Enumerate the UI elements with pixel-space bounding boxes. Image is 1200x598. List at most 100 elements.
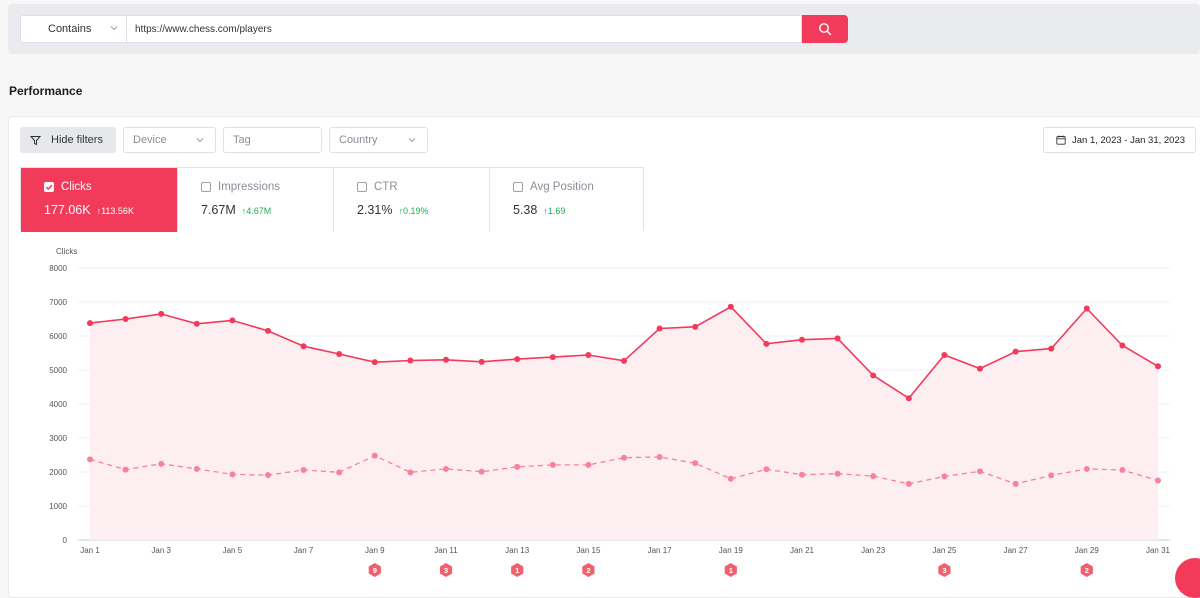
data-point [870,473,877,480]
data-point [300,343,307,350]
annotation-marker [439,563,453,577]
data-point [1155,477,1161,484]
chevron-down-icon [110,26,118,31]
x-tick-label: Jan 17 [648,546,673,555]
metric-delta: ↑1.69 [543,206,566,216]
data-point [763,466,770,473]
data-point [692,460,699,467]
x-tick-label: Jan 29 [1075,546,1100,555]
data-point [407,357,414,364]
data-point [905,395,912,402]
match-type-label: Contains [48,23,92,35]
x-tick-label: Jan 25 [932,546,957,555]
data-point [834,470,841,477]
tag-input[interactable]: Tag [223,127,322,153]
hide-filters-button[interactable]: Hide filters [20,127,116,153]
annotation-label: 3 [444,566,448,575]
metric-value: 2.31% [357,203,393,217]
annotation-label: 1 [515,566,519,575]
data-point [122,316,129,322]
match-type-select[interactable]: Contains [20,15,126,43]
data-point [407,469,414,476]
data-point [478,358,485,365]
annotation-label: 2 [1085,566,1089,575]
series-area [90,306,1158,540]
chevron-down-icon [408,138,416,143]
metric-card-ctr[interactable]: CTR 2.31% ↑0.19% [333,168,489,232]
annotation-marker [938,563,951,577]
x-tick-label: Jan 11 [434,546,458,555]
data-point [834,335,841,342]
data-point [1048,345,1055,352]
data-point [727,475,734,482]
clicks-line-chart: 0 1000 2000 3000 4000 5000 6000 7000 8000 Jan 1 J… [49,247,1171,577]
url-input[interactable] [126,15,802,43]
data-point [1155,363,1161,370]
checkbox-checked-icon[interactable] [44,182,54,192]
metric-label: Clicks [61,181,92,193]
metric-card-impressions[interactable]: Impressions 7.67M ↑4.67M [177,168,333,232]
tag-placeholder: Tag [233,134,251,146]
data-point [514,463,521,470]
checkbox-icon[interactable] [513,182,523,192]
data-point [193,465,200,472]
x-tick-label: Jan 31 [1146,546,1171,555]
data-point [549,461,556,468]
country-select[interactable]: Country [329,127,428,153]
data-point [265,327,271,334]
device-select[interactable]: Device [123,127,216,153]
data-point [585,352,592,359]
metric-label: Avg Position [530,181,594,193]
annotation-label: 3 [942,566,946,575]
hide-filters-label: Hide filters [51,134,103,146]
data-point [941,473,948,480]
annotation-label: 9 [373,566,377,575]
data-point [443,356,449,363]
date-range-picker[interactable]: Jan 1, 2023 - Jan 31, 2023 [1043,127,1196,153]
checkbox-icon[interactable] [201,182,211,192]
data-point [1012,480,1019,487]
page-title: Performance [9,84,83,98]
metric-card-avg-position[interactable]: Avg Position 5.38 ↑1.69 [489,168,645,232]
y-tick-label: 4000 [49,400,67,409]
data-point [621,357,627,364]
search-icon [819,23,832,36]
data-point [87,456,93,463]
metric-value: 177.06K [44,203,91,217]
x-tick-label: Jan 7 [294,546,314,555]
data-point [870,372,877,379]
x-tick-label: Jan 19 [719,546,744,555]
data-point [1119,466,1126,473]
y-tick-label: 3000 [49,434,67,443]
annotation-label: 2 [586,566,590,575]
annotation-label: 1 [729,566,733,575]
data-point [443,465,449,472]
y-axis-label: Clicks [56,247,77,256]
annotation-marker [724,563,737,577]
checkbox-icon[interactable] [357,182,367,192]
y-tick-label: 7000 [49,298,67,307]
annotation-marker [511,563,524,577]
metric-delta: ↑113.56K [96,206,134,216]
data-point [158,460,165,467]
x-tick-label: Jan 27 [1004,546,1029,555]
data-point [941,352,948,359]
search-button[interactable] [802,15,848,43]
chevron-down-icon [196,138,204,143]
y-tick-label: 6000 [49,332,67,341]
x-tick-label: Jan 5 [223,546,243,555]
data-point [1012,348,1019,355]
data-point [336,469,343,476]
data-point [799,471,805,478]
metric-card-clicks[interactable]: Clicks 177.06K ↑113.56K [21,168,178,232]
data-point [193,320,200,327]
data-point [122,466,129,473]
annotation-marker [582,563,595,577]
data-point [1048,472,1055,479]
data-point [229,317,236,324]
data-point [621,454,627,461]
data-point [549,354,556,361]
data-point [87,320,93,327]
data-point [1119,342,1126,349]
metric-label: Impressions [218,181,280,193]
